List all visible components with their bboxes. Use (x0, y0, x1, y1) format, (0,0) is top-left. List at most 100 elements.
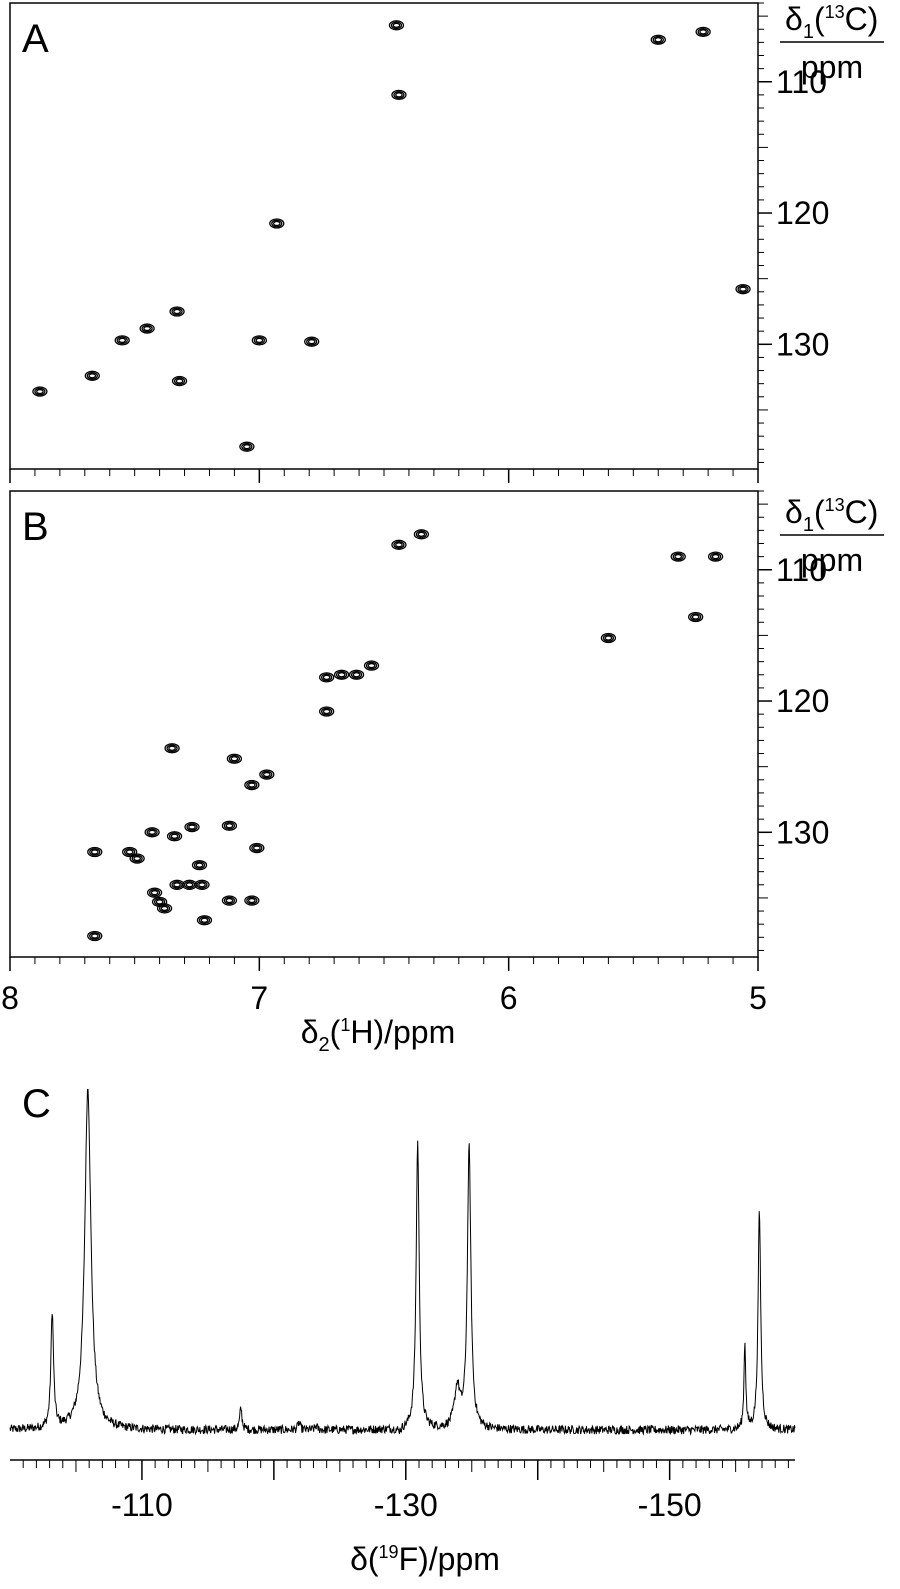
contour-peak (249, 842, 265, 854)
contour-peak (156, 903, 173, 914)
panel-c-label: C (22, 1082, 51, 1126)
y-tick-label: 110 (776, 552, 827, 588)
panel-b-label: B (22, 505, 49, 549)
contour-peak (139, 323, 155, 334)
panel-b-frame (9, 490, 759, 958)
x-tick-label: 8 (1, 980, 19, 1016)
panel-b-y-mass: 13 (825, 495, 845, 515)
contour-peak (688, 611, 704, 623)
contour-peak (239, 441, 255, 452)
contour-peak (87, 930, 103, 942)
panel-a-y-paren-close: ) (868, 1, 879, 37)
b-x-paren-close: ) (373, 1014, 384, 1050)
contour-peak (244, 895, 260, 906)
contour-peak (164, 743, 180, 754)
y-tick-label: 110 (776, 64, 827, 100)
panel-b-x-ticks: 8 7 6 5 (1, 957, 767, 1016)
contour-peak (32, 386, 48, 397)
x-tick-label: 5 (749, 980, 767, 1016)
panel-c-x-ticks: -110 -130 -150 (22, 1460, 789, 1523)
contour-peak (221, 820, 238, 831)
contour-peak (84, 370, 100, 381)
contour-peak (600, 632, 617, 644)
b-x-paren-open: ( (330, 1014, 341, 1050)
panel-a-y-ticks: 110 120 130 (758, 2, 829, 463)
b-x-unit: /ppm (384, 1014, 455, 1050)
b-x-delta: δ (301, 1014, 319, 1050)
contour-peak (363, 660, 380, 671)
contour-peak (166, 831, 183, 842)
contour-peak (269, 218, 285, 229)
contour-peak (196, 915, 213, 926)
y-tick-label: 130 (776, 326, 829, 362)
panel-b-peaks (87, 529, 724, 942)
y-tick-label: 120 (776, 195, 829, 231)
contour-peak (319, 706, 335, 717)
contour-peak (114, 335, 130, 346)
c-x-tick-label: -130 (374, 1487, 438, 1523)
panel-b-y-ticks: 110 120 130 (758, 490, 829, 951)
contour-peak (87, 846, 103, 858)
panel-a-y-paren-open: ( (814, 1, 825, 37)
panel-b-y-sub: 1 (803, 514, 814, 536)
contour-peak (707, 551, 724, 562)
svg-text:δ1(13C): δ1(13C) (785, 494, 878, 536)
panel-b-x-axis-title: δ2(1H)/ppm (301, 1014, 456, 1056)
c-x-tick-label: -150 (638, 1487, 702, 1523)
panel-a-y-axis-title: δ1(13C) ppm (780, 1, 884, 85)
contour-peak (304, 336, 320, 347)
c-x-mass: 19 (379, 1542, 399, 1562)
contour-peak (171, 375, 188, 387)
panel-a-label: A (22, 17, 49, 61)
svg-text:δ(19F)/ppm: δ(19F)/ppm (350, 1541, 500, 1577)
contour-peak (184, 821, 200, 833)
panel-b-y-unit: ppm (801, 542, 863, 578)
panel-c-x-axis-title: δ(19F)/ppm (350, 1541, 500, 1577)
y-tick-label: 130 (776, 814, 829, 850)
contour-peak (319, 672, 335, 683)
panel-a-frame (9, 2, 759, 470)
panel-b-y-delta: δ (785, 494, 803, 530)
contour-peak (735, 284, 751, 295)
panel-a-x-ticks (9, 469, 759, 483)
panel-a-y-delta: δ (785, 1, 803, 37)
contour-peak (122, 846, 138, 858)
svg-text:δ2(1H)/ppm: δ2(1H)/ppm (301, 1014, 456, 1056)
contour-peak (191, 859, 208, 871)
panel-a: A 110 120 130 δ1(13C) ppm (9, 1, 884, 483)
contour-peak (129, 853, 145, 864)
panel-a-y-nucleus: C (845, 1, 868, 37)
b-x-sub: 2 (319, 1034, 330, 1056)
contour-peak (169, 306, 185, 317)
contour-peak (259, 769, 275, 780)
contour-peak (144, 827, 160, 838)
panel-b-y-paren-close: ) (868, 494, 879, 530)
contour-peak (244, 779, 260, 791)
b-x-mass: 1 (340, 1015, 350, 1035)
panel-b-y-axis-title: δ1(13C) ppm (780, 494, 884, 578)
contour-peak (348, 669, 365, 680)
x-tick-label: 6 (500, 980, 518, 1016)
contour-peak (391, 89, 407, 101)
panel-c-spectrum-line (9, 1088, 796, 1436)
panel-b-y-paren-open: ( (814, 494, 825, 530)
x-tick-label: 7 (250, 980, 268, 1016)
contour-peak (251, 335, 267, 346)
contour-peak (391, 539, 407, 550)
contour-peak (333, 669, 350, 680)
panel-a-y-mass: 13 (825, 2, 845, 22)
contour-peak (226, 753, 243, 764)
panel-a-peaks (32, 20, 751, 452)
contour-peak (221, 895, 238, 906)
contour-peak (650, 34, 666, 45)
panel-a-y-unit: ppm (801, 49, 863, 85)
contour-peak (695, 26, 711, 38)
c-x-tick-label: -110 (111, 1487, 173, 1523)
contour-peak (413, 529, 430, 540)
panel-a-y-sub: 1 (803, 21, 814, 43)
panel-c: C -110 -130 -150 δ(19F)/ppm (9, 1082, 796, 1577)
c-x-suffix: F)/ppm (399, 1541, 500, 1577)
c-x-prefix: δ( (350, 1541, 379, 1577)
